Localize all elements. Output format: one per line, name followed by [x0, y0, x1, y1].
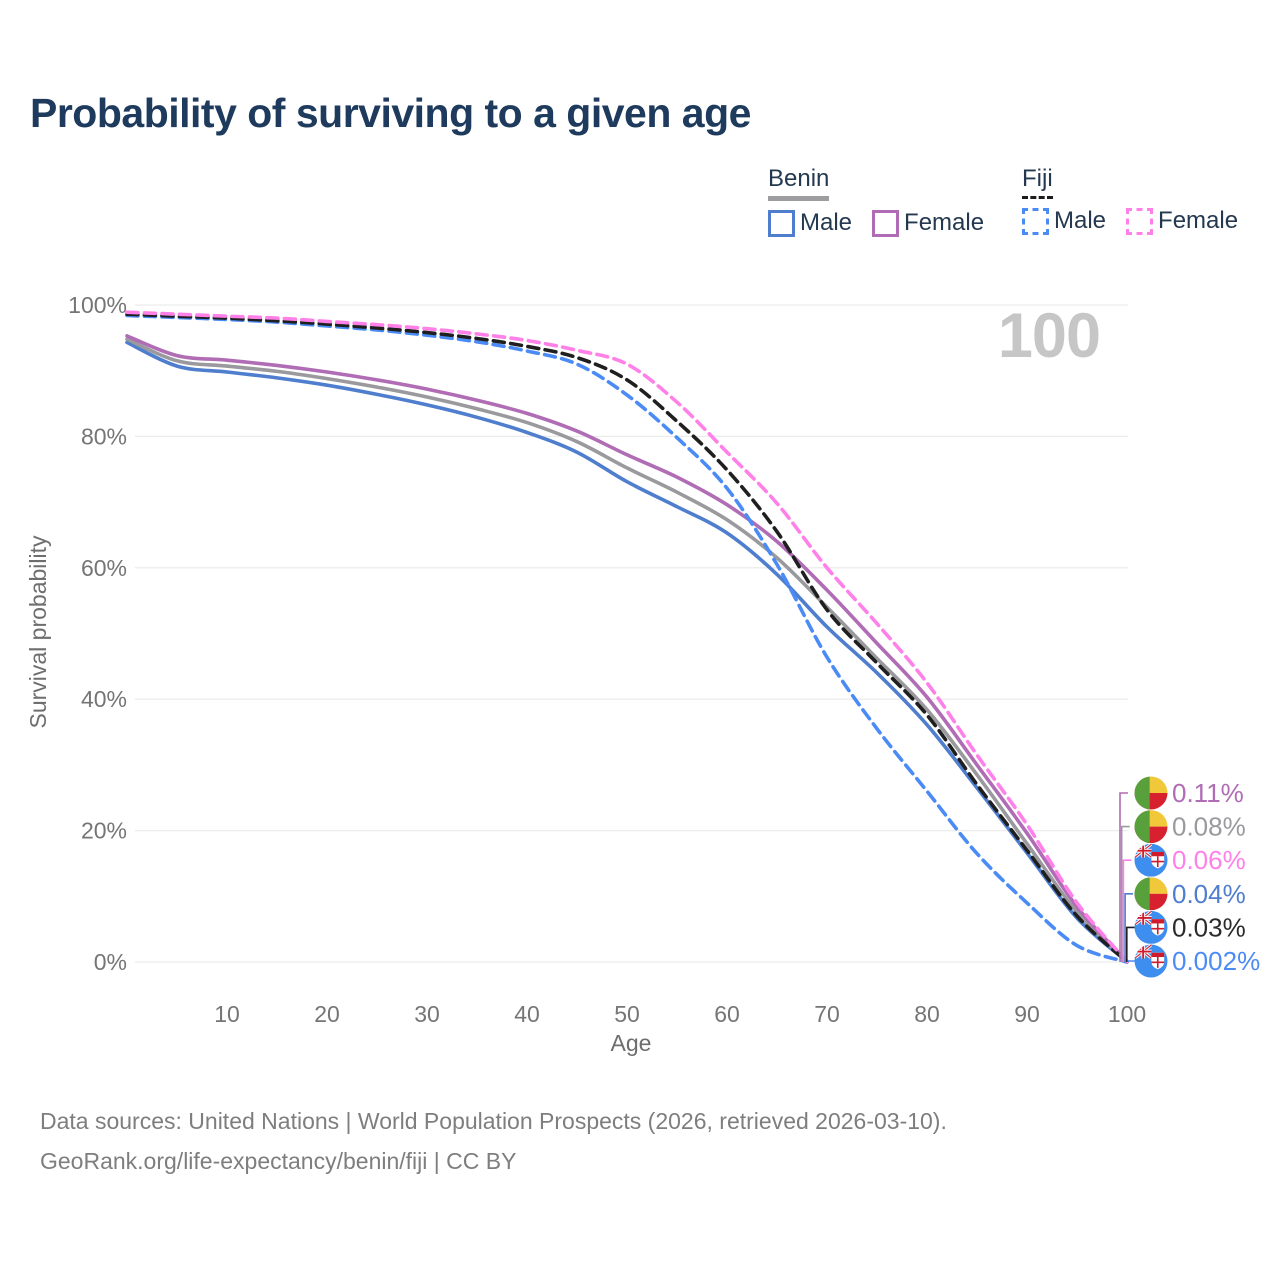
leader-line [1122, 859, 1132, 962]
legend-item-fiji-female[interactable]: Female [1126, 207, 1238, 235]
fiji-female-swatch-icon[interactable] [1126, 207, 1154, 235]
benin-flag-icon [1134, 810, 1168, 844]
y-tick-label: 100% [68, 292, 127, 318]
x-tick-label: 20 [314, 1001, 340, 1027]
legend-label: Male [1054, 207, 1107, 234]
series-line-fiji-both-sexes [125, 312, 1129, 964]
legend-group-benin: Benin Male Female [768, 165, 984, 237]
series-line-benin-male [125, 340, 1129, 964]
fiji-flag-icon [1134, 843, 1168, 877]
y-tick-label: 20% [81, 818, 127, 844]
x-tick-label: 90 [1014, 1001, 1040, 1027]
legend-item-fiji-male[interactable]: Male [1022, 207, 1106, 235]
benin-male-swatch-icon[interactable] [768, 209, 795, 237]
x-tick-label: 60 [714, 1001, 740, 1027]
leader-line [1124, 893, 1134, 962]
y-tick-label: 40% [81, 686, 127, 712]
benin-flag-icon [1134, 776, 1168, 810]
end-label-value: 0.04% [1172, 879, 1246, 909]
legend-item-benin-female[interactable]: Female [872, 209, 984, 237]
end-label-value: 0.03% [1172, 912, 1246, 942]
age-counter-watermark: 100 [997, 301, 1101, 371]
leader-line [1126, 926, 1135, 962]
x-axis-title: Age [611, 1030, 652, 1056]
series-line-benin-both-sexes [125, 337, 1129, 964]
y-tick-label: 80% [81, 423, 127, 449]
x-tick-label: 10 [214, 1001, 240, 1027]
page-title: Probability of surviving to a given age [30, 90, 751, 136]
fiji-male-swatch-icon[interactable] [1022, 207, 1049, 235]
end-label-value: 0.06% [1172, 845, 1246, 875]
legend-label: Male [800, 209, 853, 236]
legend-label: Female [904, 209, 985, 236]
y-axis-title: Survival probability [25, 535, 51, 729]
fiji-flag-icon [1134, 944, 1168, 978]
leader-line [1119, 792, 1128, 962]
end-label-value: 0.08% [1172, 812, 1246, 842]
x-tick-label: 70 [814, 1001, 840, 1027]
legend-header-fiji: Fiji [1022, 165, 1053, 199]
x-tick-label: 80 [914, 1001, 940, 1027]
fiji-flag-icon [1134, 910, 1168, 944]
series-line-fiji-male [125, 313, 1129, 964]
data-source-note: Data sources: United Nations | World Pop… [40, 1108, 947, 1134]
legend-group-fiji: Fiji Male Female [1022, 165, 1238, 235]
x-tick-label: 30 [414, 1001, 440, 1027]
attribution-note: GeoRank.org/life-expectancy/benin/fiji |… [40, 1148, 517, 1174]
legend-label: Female [1158, 207, 1239, 234]
series-line-benin-female [125, 334, 1129, 964]
end-label-value: 0.002% [1172, 946, 1260, 976]
benin-flag-icon [1134, 877, 1168, 911]
benin-female-swatch-icon[interactable] [872, 209, 900, 237]
legend-header-benin: Benin [768, 165, 830, 201]
x-tick-label: 40 [514, 1001, 540, 1027]
y-tick-label: 60% [81, 555, 127, 581]
x-tick-label: 100 [1108, 1001, 1146, 1027]
y-tick-label: 0% [94, 949, 127, 975]
series-line-fiji-female [125, 310, 1129, 964]
leader-line [1127, 960, 1137, 962]
end-label-value: 0.11% [1172, 778, 1244, 808]
leader-line [1120, 825, 1130, 962]
x-tick-label: 50 [614, 1001, 640, 1027]
legend-item-benin-male[interactable]: Male [768, 209, 852, 237]
